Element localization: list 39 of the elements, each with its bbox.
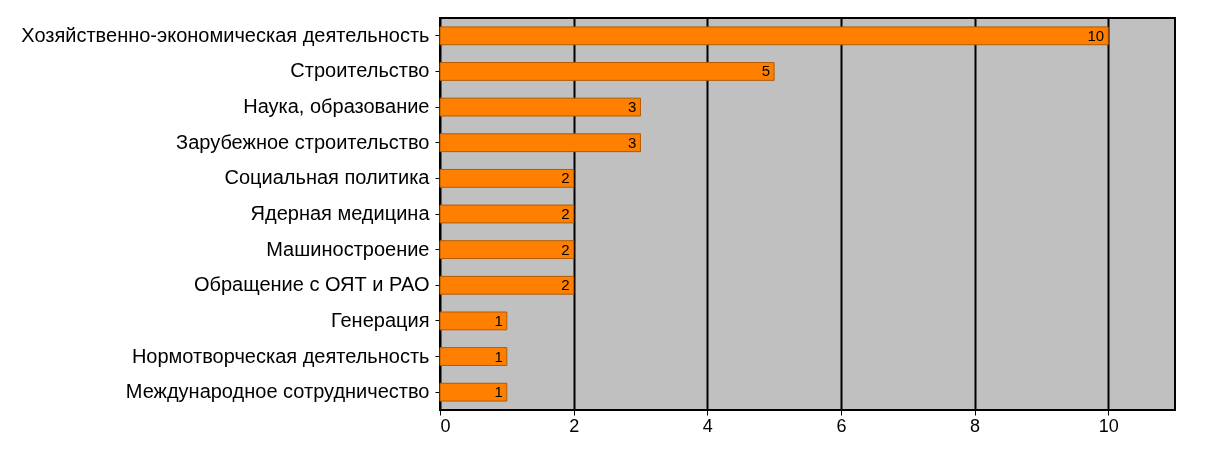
y-tick-label: Зарубежное строительство [176,130,430,153]
x-tick-label: 0 [440,415,451,436]
y-tick-label: Ядерная медицина [250,202,431,224]
bar [439,26,1109,46]
y-tick-label: Машиностроение [266,237,430,260]
x-tick-label: 2 [569,415,580,436]
bar [439,311,508,331]
data-label: 1 [494,383,503,401]
x-tick-label: 6 [836,415,847,436]
bar [439,62,775,81]
bar [439,204,575,224]
bar [439,97,641,117]
x-tick-label: 10 [1098,415,1119,436]
x-tick-label: 8 [970,415,981,436]
data-label: 10 [1087,26,1105,44]
bar [439,240,575,260]
y-tick-label: Нормотворческая деятельность [131,344,430,367]
data-label: 5 [761,62,771,80]
y-tick-label: Международное сотрудничество [125,380,430,403]
y-tick-label: Наука, образование [243,95,430,118]
data-label: 2 [561,240,570,258]
bar [439,347,508,366]
y-tick-label: Хозяйственно-экономическая деятельность [21,23,430,46]
y-tick-label: Строительство [290,59,430,82]
bar [439,133,641,153]
data-label: 1 [494,347,503,365]
data-label: 2 [561,169,570,187]
bar [439,382,508,402]
y-tick-label: Социальная политика [224,166,431,189]
y-tick-label: Обращение с ОЯТ и РАО [193,273,430,296]
data-label: 3 [628,133,637,151]
data-label: 2 [561,276,570,294]
data-label: 2 [561,205,570,222]
bar [439,168,575,188]
x-tick-label: 4 [702,415,713,436]
y-tick-label: Генерация [331,308,430,331]
bar [439,275,575,295]
data-label: 1 [494,311,503,329]
data-label: 3 [628,98,637,116]
